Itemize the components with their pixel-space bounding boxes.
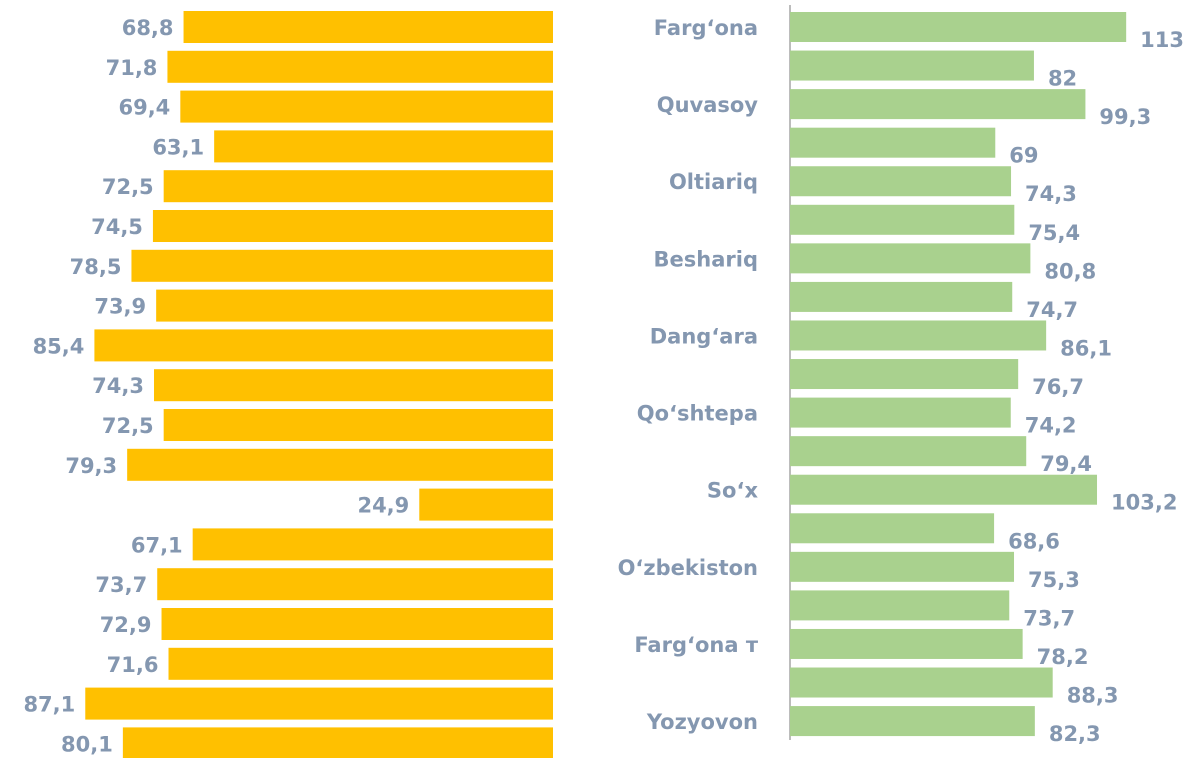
bar — [790, 590, 1010, 621]
value-label: 71,8 — [106, 56, 158, 80]
value-label: 63,1 — [152, 135, 204, 159]
category-label: Dang‘ara — [650, 324, 758, 348]
value-label: 99,3 — [1099, 105, 1151, 129]
value-label: 72,9 — [100, 613, 152, 637]
bar — [161, 608, 554, 640]
bar — [790, 667, 1053, 698]
bar — [163, 409, 554, 441]
value-label: 75,3 — [1028, 568, 1080, 592]
value-label: 78,5 — [70, 255, 122, 279]
bar — [157, 568, 553, 601]
category-label: Yozyovon — [646, 710, 758, 734]
bar — [183, 11, 553, 43]
value-label: 72,5 — [102, 175, 154, 199]
bar — [127, 448, 553, 481]
bar — [790, 127, 996, 158]
value-label: 87,1 — [23, 693, 75, 717]
value-label: 73,9 — [94, 295, 146, 319]
value-label: 74,2 — [1025, 414, 1077, 438]
value-label: 75,4 — [1028, 221, 1080, 245]
bar — [419, 488, 553, 521]
bar — [790, 281, 1013, 312]
bar — [790, 551, 1015, 582]
category-label: Farg‘ona — [654, 16, 758, 40]
bar — [790, 706, 1035, 737]
bar — [790, 513, 995, 544]
value-label: 69 — [1009, 144, 1038, 168]
bar — [180, 90, 553, 123]
bar — [156, 289, 554, 322]
bar — [167, 50, 553, 83]
category-label: So‘x — [707, 479, 759, 503]
category-label: Beshariq — [654, 247, 758, 271]
bar — [790, 204, 1015, 235]
bar — [790, 50, 1034, 81]
value-label: 82 — [1048, 67, 1077, 91]
value-label: 67,1 — [131, 533, 183, 557]
bar — [152, 210, 553, 242]
category-label: O‘zbekiston — [618, 556, 758, 580]
bar — [790, 89, 1086, 120]
bar — [163, 170, 554, 203]
value-label: 74,7 — [1026, 298, 1078, 322]
bar — [85, 687, 553, 720]
value-label: 24,9 — [357, 494, 409, 518]
bar — [790, 320, 1047, 351]
value-label: 80,8 — [1044, 259, 1096, 283]
value-label: 78,2 — [1037, 645, 1089, 669]
bar — [94, 329, 553, 362]
value-label: 86,1 — [1060, 336, 1112, 360]
value-label: 73,7 — [95, 573, 147, 597]
value-label: 71,6 — [107, 653, 159, 677]
bar — [790, 243, 1031, 274]
value-label: 76,7 — [1032, 375, 1084, 399]
value-label: 69,4 — [118, 96, 170, 120]
value-label: 74,3 — [92, 374, 144, 398]
value-label: 74,3 — [1025, 182, 1077, 206]
category-label: Qo‘shtepa — [637, 402, 758, 426]
value-label: 113 — [1140, 28, 1184, 52]
value-label: 82,3 — [1049, 722, 1101, 746]
bar — [192, 528, 553, 561]
value-label: 79,3 — [65, 454, 117, 478]
value-label: 80,1 — [61, 732, 113, 756]
bar — [790, 12, 1127, 42]
bar — [790, 436, 1027, 467]
bar — [790, 166, 1012, 197]
value-label: 73,7 — [1023, 606, 1075, 630]
value-label: 88,3 — [1067, 684, 1119, 708]
value-label: 103,2 — [1111, 491, 1177, 515]
value-label: 85,4 — [33, 334, 85, 358]
category-label: Farg‘ona т — [634, 633, 759, 657]
bar — [131, 249, 553, 282]
category-label: Quvasoy — [657, 93, 759, 117]
bar — [790, 397, 1011, 428]
value-label: 74,5 — [91, 215, 143, 239]
bar — [790, 359, 1019, 390]
bar — [168, 647, 553, 680]
bar — [154, 369, 553, 402]
bar — [122, 727, 553, 758]
bar — [790, 474, 1098, 505]
value-label: 68,6 — [1008, 529, 1060, 553]
bar — [214, 130, 553, 163]
value-label: 68,8 — [122, 16, 174, 40]
value-label: 79,4 — [1040, 452, 1092, 476]
bar — [790, 628, 1023, 659]
category-label: Oltiariq — [669, 170, 758, 194]
value-label: 72,5 — [102, 414, 154, 438]
